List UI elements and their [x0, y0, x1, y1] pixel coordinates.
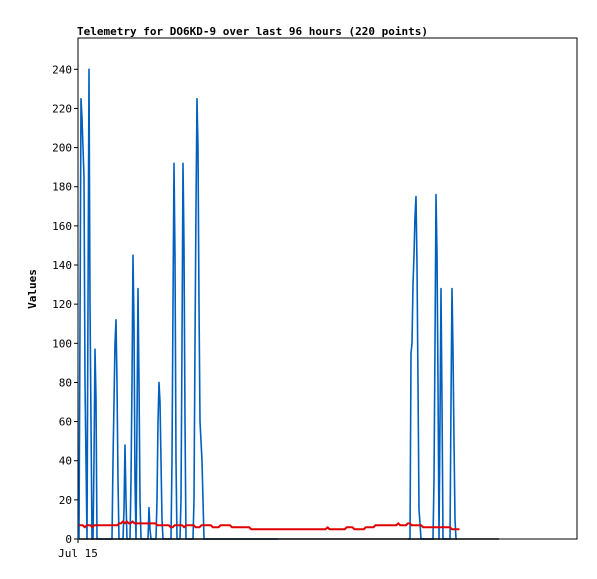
x-axis: Jul 15 [58, 539, 98, 560]
y-tick-label: 0 [65, 533, 72, 546]
y-tick-label: 240 [52, 63, 72, 76]
series-line-3 [79, 520, 460, 531]
y-axis-label: Values [26, 269, 39, 309]
y-tick-label: 140 [52, 259, 72, 272]
chart-title: Telemetry for DO6KD-9 over last 96 hours… [77, 25, 428, 38]
y-tick-label: 180 [52, 181, 72, 194]
y-tick-label: 220 [52, 102, 72, 115]
y-tick-label: 120 [52, 298, 72, 311]
x-tick-label: Jul 15 [58, 547, 98, 560]
plot-frame [77, 37, 578, 540]
y-tick-label: 40 [59, 455, 72, 468]
series-line-2 [408, 193, 457, 540]
y-tick-label: 60 [59, 416, 72, 429]
y-tick-label: 100 [52, 337, 72, 350]
y-tick-label: 20 [59, 494, 72, 507]
series-layer [78, 68, 499, 540]
y-axis: 0 20 40 60 80 100 120 140 160 180 200 220 240 [52, 63, 78, 546]
y-tick-label: 80 [59, 376, 72, 389]
y-tick-label: 160 [52, 220, 72, 233]
series-line-1 [78, 68, 278, 540]
y-tick-label: 200 [52, 142, 72, 155]
